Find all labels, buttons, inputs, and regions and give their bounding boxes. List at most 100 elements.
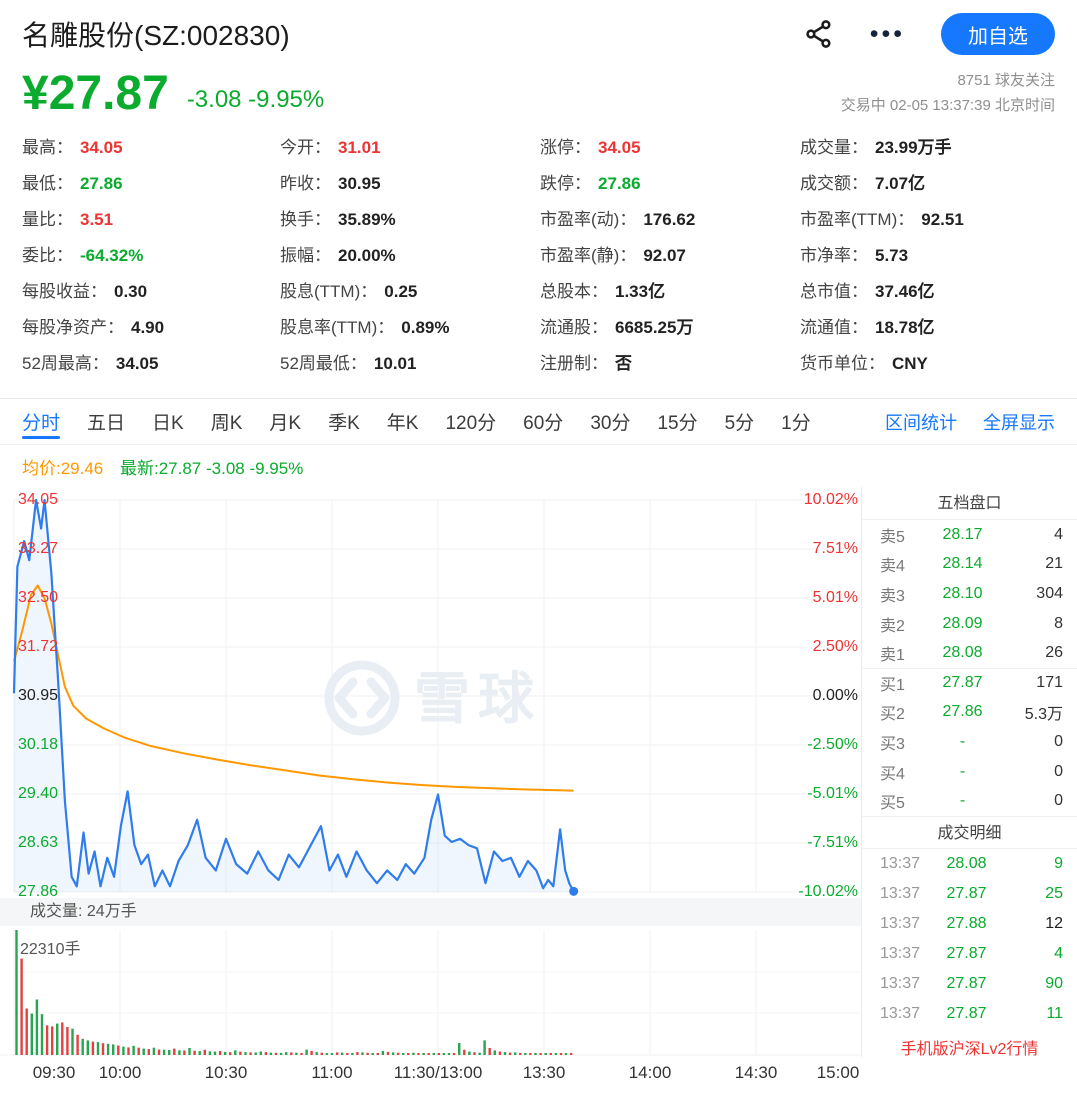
tab-60分[interactable]: 60分 [523,413,564,434]
price-tick: 31.72 [18,638,59,655]
stat-item: 52周最高： 34.05 [22,346,280,382]
order-book-price: - [959,792,966,810]
stat-value: 35.89% [338,210,396,229]
stat-label: 注册制： [540,354,608,373]
order-book-side: 买3 [880,735,905,753]
stat-label: 股息(TTM)： [280,282,378,301]
time-tick: 14:00 [628,1063,672,1082]
stat-value: 3.51 [80,210,114,229]
stat-value: 31.01 [338,138,381,157]
order-book-qty: 0 [1054,732,1063,750]
tab-年K[interactable]: 年K [386,413,419,434]
tab-15分[interactable]: 15分 [657,413,698,434]
header: 名雕股份(SZ:002830) ••• 加自选 [0,0,1077,56]
tab-日K[interactable]: 日K [152,413,184,434]
stat-item: 股息(TTM)： 0.25 [280,274,540,310]
stat-label: 市净率： [800,246,868,265]
order-book-side: 卖1 [880,647,905,665]
stat-value: 27.86 [80,174,123,193]
percent-tick: 7.51% [812,540,858,557]
trade-price: 27.87 [946,944,987,962]
stat-label: 昨收： [280,174,331,193]
trade-time: 13:37 [880,914,921,932]
order-book-qty: 8 [1054,614,1063,632]
price-tick: 27.86 [18,883,59,900]
percent-tick: -10.02% [798,883,858,900]
time-tick: 09:30 [32,1063,76,1082]
percent-tick: -5.01% [807,785,858,802]
order-book-qty: 171 [1036,674,1063,692]
more-options-icon[interactable]: ••• [869,20,905,48]
chart-tool-link[interactable]: 区间统计 [885,412,957,433]
stat-label: 市盈率(静)： [540,246,637,265]
stat-value: 176.62 [643,210,696,229]
share-icon[interactable] [804,19,834,49]
stat-item: 跌停： 27.86 [540,166,800,202]
stat-label: 每股净资产： [22,318,124,337]
tab-周K[interactable]: 周K [210,413,243,434]
avg-price-label: 均价:29.46 [22,459,104,478]
price-tick: 30.95 [18,687,59,704]
trade-row: 13:37 27.87 11 [862,999,1077,1029]
chart-tools: 区间统计 全屏显示 [885,409,1055,435]
trade-price: 27.87 [946,974,987,992]
stat-item: 换手： 35.89% [280,202,540,238]
tab-5分[interactable]: 5分 [724,413,755,434]
stat-label: 52周最低： [280,354,367,373]
stat-value: 7.07亿 [875,174,926,193]
tab-1分[interactable]: 1分 [781,413,811,434]
order-book: 卖5 28.17 4 卖4 28.14 21 卖3 28.10 304 卖2 28.09 8 卖1 28.… [862,520,1077,816]
tab-五日[interactable]: 五日 [87,413,126,434]
trading-session-time: 交易中 02-05 13:37:39 北京时间 [840,97,1055,114]
stat-item: 市盈率(动)： 176.62 [540,202,800,238]
volume-max-label: 22310手 [20,941,81,958]
stat-item: 股息率(TTM)： 0.89% [280,310,540,346]
add-watchlist-button[interactable]: 加自选 [941,13,1055,55]
stat-value: 37.46亿 [875,282,935,301]
tab-月K[interactable]: 月K [269,413,302,434]
stat-item: 总市值： 37.46亿 [800,274,1055,310]
stat-item: 52周最低： 10.01 [280,346,540,382]
price-tick: 28.63 [18,834,59,851]
order-book-qty: 5.3万 [1024,706,1063,724]
order-book-side: 买1 [880,677,905,695]
order-book-price: 27.86 [942,703,983,721]
divider [0,398,1077,399]
trade-row: 13:37 27.88 12 [862,909,1077,939]
stat-value: 0.89% [401,318,450,337]
lv2-promo-link[interactable]: 手机版沪深Lv2行情 [900,1040,1039,1058]
stat-item: 货币单位： CNY [800,346,1055,382]
trade-price: 27.88 [946,914,987,932]
time-tick: 10:30 [204,1063,248,1082]
stat-item: 量比： 3.51 [22,202,280,238]
percent-tick: -2.50% [807,736,858,753]
order-book-price: 28.14 [942,555,983,573]
stat-label: 总市值： [800,282,868,301]
tab-30分[interactable]: 30分 [590,413,631,434]
trade-price: 28.08 [946,854,987,872]
order-book-qty: 26 [1045,644,1063,662]
order-book-price: 28.17 [942,525,983,543]
stat-label: 量比： [22,210,73,229]
stat-value: 0.25 [384,282,418,301]
stat-value: 34.05 [115,354,159,373]
order-book-row: 卖4 28.14 21 [862,550,1077,580]
stat-item: 市盈率(TTM)： 92.51 [800,202,1055,238]
intraday-chart-canvas[interactable]: 雪球 [0,485,862,1091]
stat-label: 市盈率(动)： [540,210,637,229]
percent-tick: 0.00% [812,687,858,704]
time-tick: 13:30 [522,1063,566,1082]
order-book-price: 28.10 [942,584,983,602]
header-actions: ••• 加自选 [804,13,1055,55]
trade-qty: 11 [1046,1004,1063,1022]
tab-120分[interactable]: 120分 [445,413,497,434]
order-book-side: 买4 [880,765,905,783]
chart-tool-link[interactable]: 全屏显示 [983,412,1055,433]
svg-text:雪球: 雪球 [414,667,542,730]
trade-qty: 4 [1054,944,1063,962]
order-book-row: 买1 27.87 171 [862,667,1077,698]
tab-分时[interactable]: 分时 [22,399,61,444]
session-info: 8751 球友关注 交易中 02-05 13:37:39 北京时间 [841,68,1055,118]
tab-季K[interactable]: 季K [328,413,360,434]
order-book-row: 卖5 28.17 4 [862,520,1077,550]
